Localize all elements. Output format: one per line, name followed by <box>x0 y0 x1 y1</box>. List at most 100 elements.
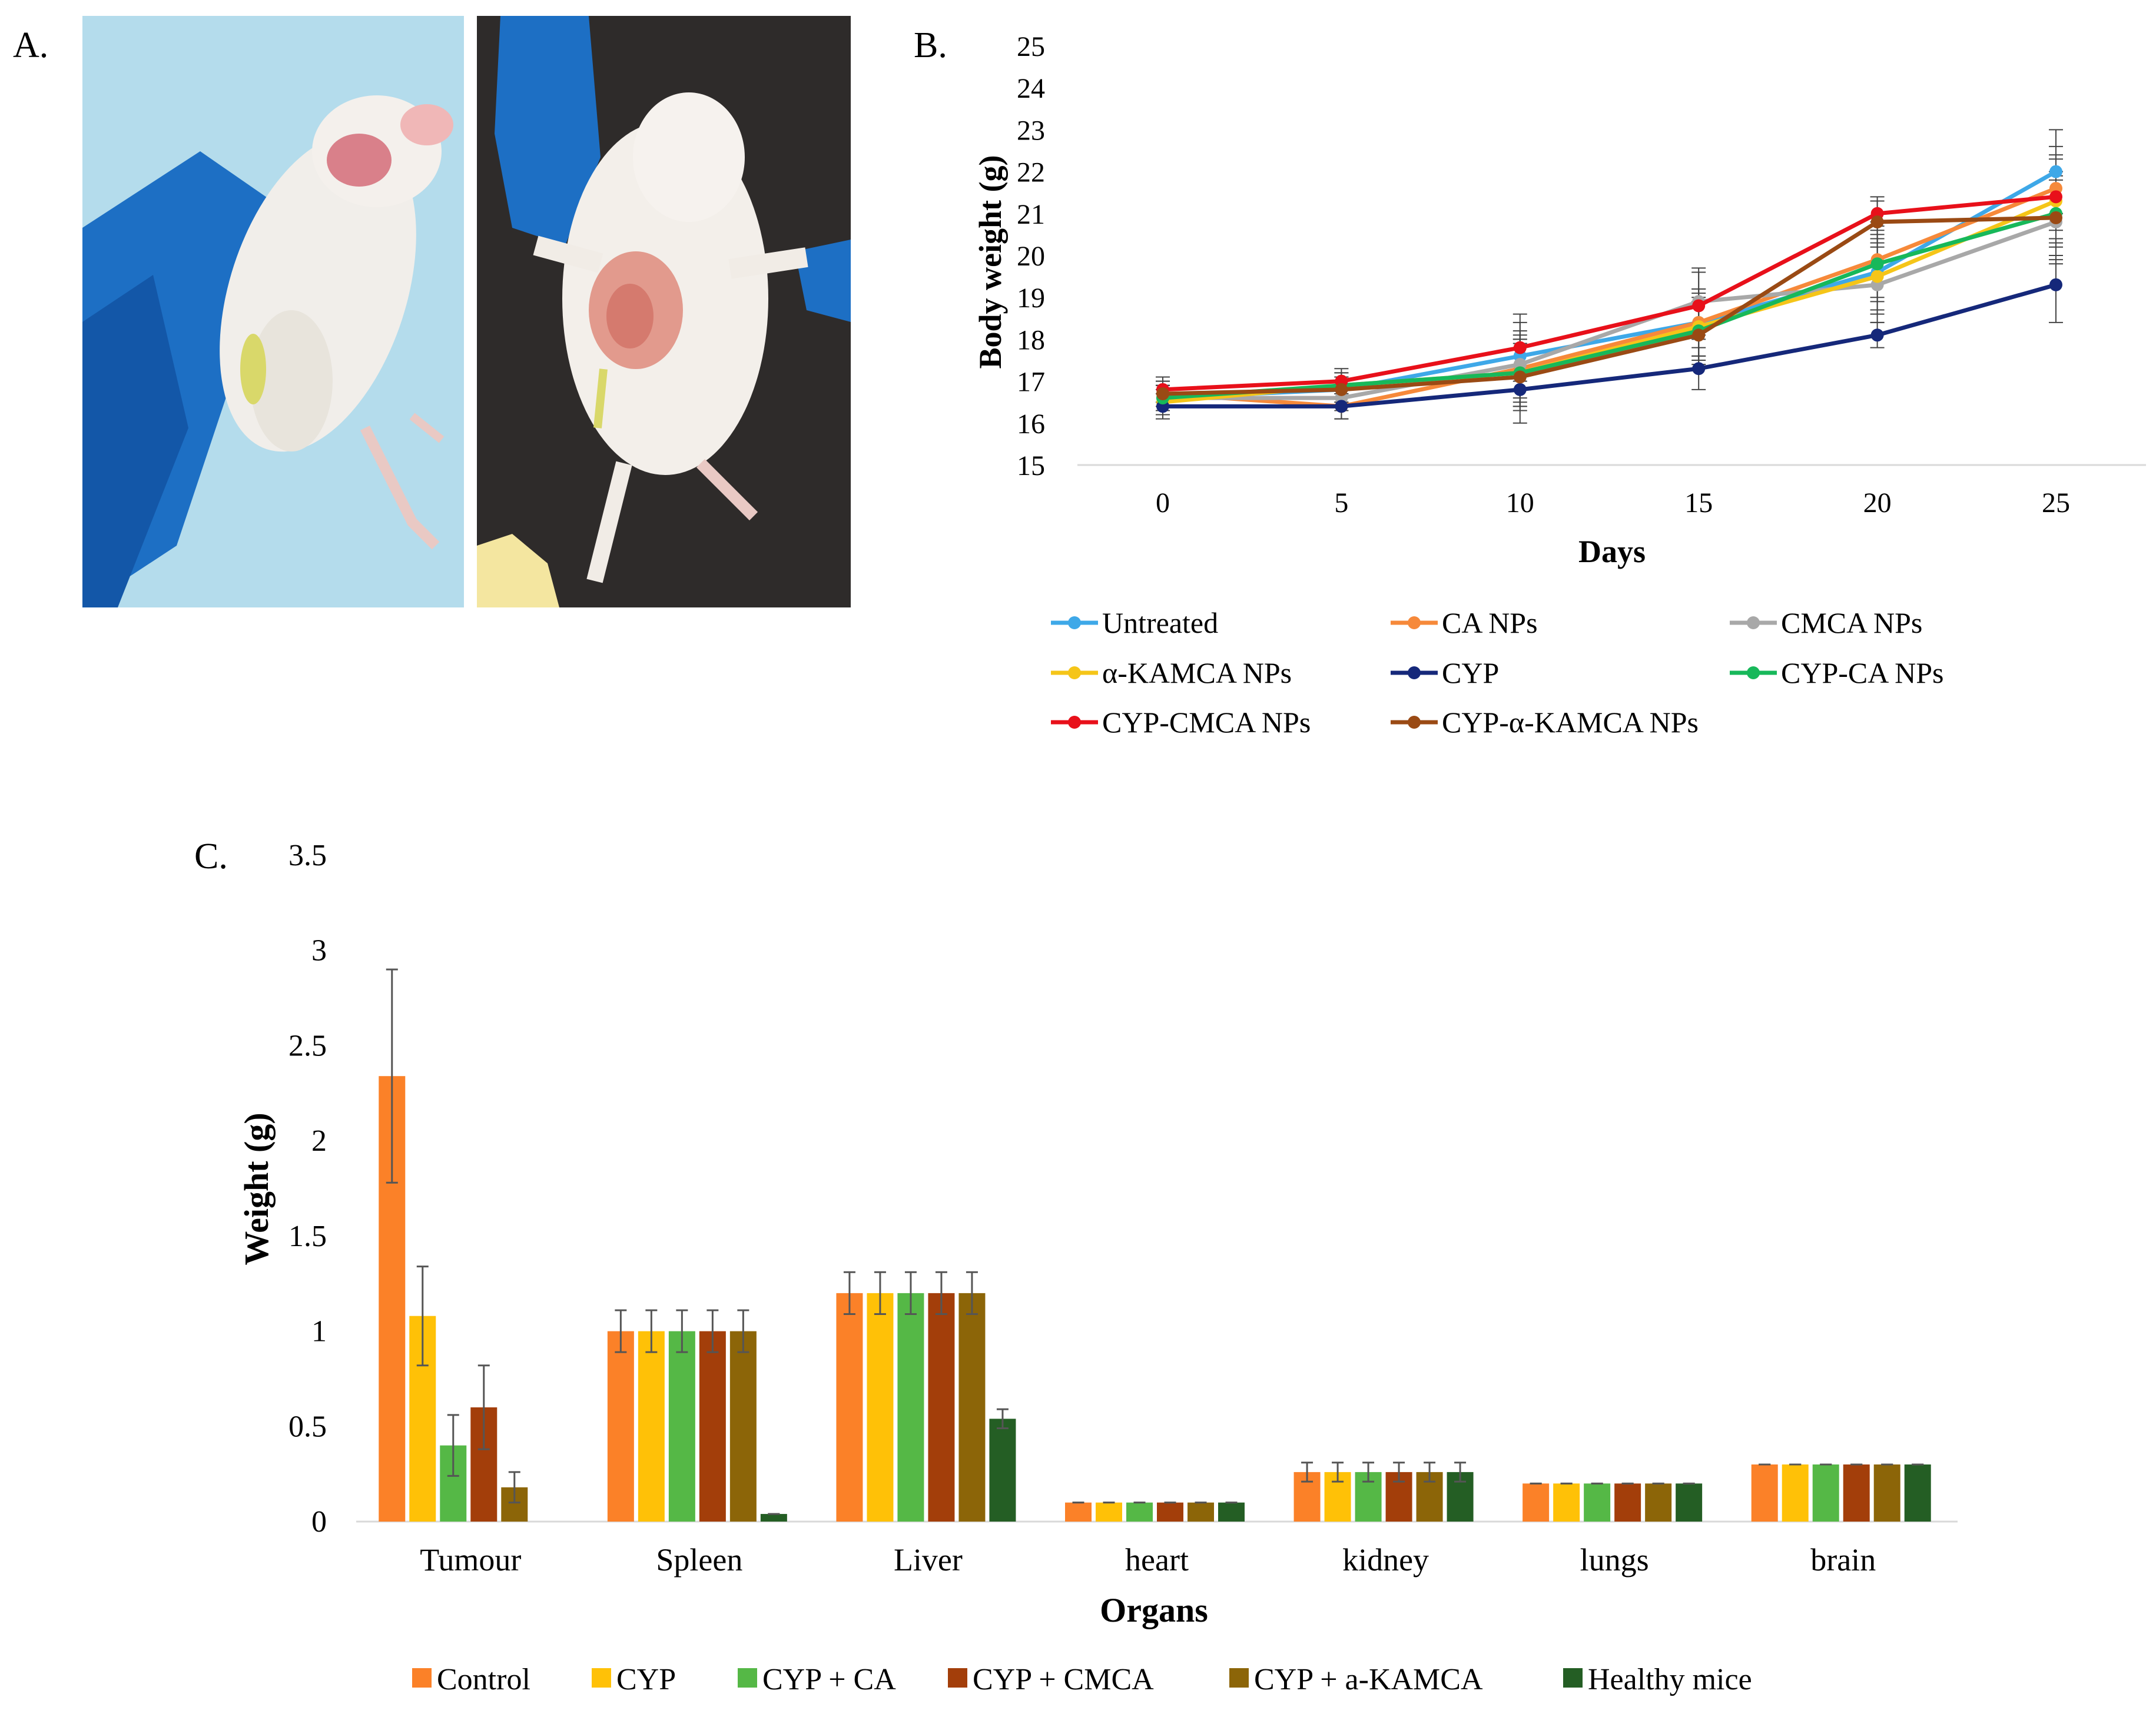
panel-b-label: B. <box>914 25 947 65</box>
legend-label-bar_cyp_akamca: CYP + a-KAMCA <box>1254 1663 1483 1696</box>
bar-bar_cyp_ca <box>1126 1502 1153 1522</box>
legend-label-bar_cyp: CYP <box>616 1663 676 1696</box>
legend-marker-untreated <box>1068 616 1081 629</box>
category-label: brain <box>1810 1542 1876 1577</box>
bar-bar_cyp_cmca <box>1614 1483 1641 1522</box>
x-tick-label: 20 <box>1863 487 1892 519</box>
series-line-cyp_ca_nps <box>1162 211 2057 400</box>
series-line-ca_nps <box>1162 186 2057 409</box>
panel-a-label: A. <box>13 25 49 65</box>
bar-bar_cyp <box>1553 1483 1580 1522</box>
y-tick-label: 19 <box>1017 283 1045 314</box>
bar-bar_cyp_ca <box>1584 1483 1611 1522</box>
legend-label-cmca_nps: CMCA NPs <box>1781 606 1922 639</box>
legend-swatch-bar_cyp_cmca <box>948 1668 967 1688</box>
data-point-akamca_nps <box>1870 270 1884 283</box>
legend-label-cyp_ca_nps: CYP-CA NPs <box>1781 656 1944 689</box>
data-point-cyp_akamca_nps <box>1692 328 1706 342</box>
bar-bar_cyp_ca <box>668 1331 695 1522</box>
data-point-cyp <box>1335 400 1348 413</box>
data-point-cyp_akamca_nps <box>1513 370 1527 384</box>
legend-marker-cyp_cmca_nps <box>1068 716 1081 729</box>
y-tick-label: 0 <box>311 1505 327 1539</box>
mouse-photo-right <box>477 16 851 607</box>
bar-bar_cyp_cmca <box>1843 1464 1870 1522</box>
bar-bar_cyp_akamca <box>1645 1483 1672 1522</box>
x-tick-label: 10 <box>1506 487 1534 519</box>
data-point-cyp_akamca_nps <box>1870 215 1884 229</box>
y-tick-label: 15 <box>1017 450 1045 481</box>
y-tick-label: 3 <box>311 934 327 968</box>
legend-marker-cmca_nps <box>1747 616 1760 629</box>
y-tick-label: 16 <box>1017 409 1045 440</box>
y-tick-label: 21 <box>1017 199 1045 230</box>
bar-bar_healthy <box>1676 1483 1703 1522</box>
x-axis-title: Organs <box>1100 1591 1208 1629</box>
y-tick-label: 23 <box>1017 115 1045 146</box>
y-tick-label: 1 <box>311 1315 327 1349</box>
bar-bar_control <box>1751 1464 1778 1522</box>
data-point-cyp_akamca_nps <box>2049 211 2062 224</box>
legend-marker-cyp_ca_nps <box>1747 666 1760 679</box>
legend-swatch-bar_cyp_ca <box>738 1668 757 1688</box>
y-tick-label: 24 <box>1017 73 1045 104</box>
legend-label-untreated: Untreated <box>1102 606 1218 639</box>
bar-bar_cyp_ca <box>897 1293 924 1522</box>
bar-bar_cyp_akamca <box>1188 1502 1214 1522</box>
legend-label-ca_nps: CA NPs <box>1442 606 1538 639</box>
legend-label-bar_control: Control <box>437 1663 530 1696</box>
data-point-untreated <box>2049 165 2062 178</box>
series-line-cyp <box>1163 283 2057 409</box>
bar-bar_control <box>607 1331 634 1522</box>
bar-bar_cyp_akamca <box>729 1331 757 1522</box>
legend-label-bar_cyp_cmca: CYP + CMCA <box>973 1663 1154 1696</box>
y-tick-label: 25 <box>1017 31 1045 62</box>
category-label: Tumour <box>420 1542 521 1577</box>
data-point-cyp_cmca_nps <box>1692 299 1706 313</box>
x-axis-title: Days <box>1578 534 1646 569</box>
x-tick-label: 15 <box>1684 487 1713 519</box>
y-tick-label: 2 <box>311 1124 327 1158</box>
data-point-cyp <box>2049 278 2062 291</box>
legend-marker-cyp_akamca_nps <box>1408 716 1421 729</box>
bar-bar_control <box>1523 1483 1550 1522</box>
legend-swatch-bar_healthy <box>1563 1668 1583 1688</box>
bar-bar_healthy <box>1904 1464 1931 1522</box>
bar-bar_healthy <box>1218 1502 1245 1522</box>
category-label: heart <box>1125 1542 1189 1577</box>
y-tick-label: 20 <box>1017 241 1045 272</box>
series-line-cyp_cmca_nps <box>1162 194 2057 392</box>
category-label: lungs <box>1580 1542 1649 1577</box>
legend-swatch-bar_control <box>412 1668 432 1688</box>
data-point-cyp_akamca_nps <box>1156 387 1169 400</box>
x-tick-label: 5 <box>1334 487 1348 519</box>
data-point-cyp_cmca_nps <box>1513 341 1527 354</box>
bar-bar_cyp_ca <box>1812 1464 1839 1522</box>
data-point-cyp_cmca_nps <box>2049 190 2062 204</box>
category-label: kidney <box>1342 1542 1429 1577</box>
y-tick-label: 22 <box>1017 157 1045 188</box>
bar-bar_cyp_cmca <box>1157 1502 1183 1522</box>
bar-bar_cyp <box>1782 1464 1809 1522</box>
y-tick-label: 18 <box>1017 324 1045 356</box>
x-tick-label: 25 <box>2042 487 2070 519</box>
legend-marker-akamca_nps <box>1068 666 1081 679</box>
y-tick-label: 3.5 <box>288 839 327 872</box>
y-tick-label: 1.5 <box>288 1220 327 1253</box>
bar-bar_cyp_cmca <box>928 1293 955 1522</box>
bar-bar_cyp <box>638 1331 665 1522</box>
bar-bar_cyp_akamca <box>1873 1464 1900 1522</box>
data-point-cyp_akamca_nps <box>1335 383 1348 396</box>
bar-bar_healthy <box>989 1419 1016 1522</box>
legend-marker-ca_nps <box>1408 616 1421 629</box>
x-tick-label: 0 <box>1156 487 1170 519</box>
data-point-cyp <box>1692 362 1706 376</box>
legend-label-cyp: CYP <box>1442 656 1499 689</box>
series-line-akamca_nps <box>1162 199 2057 404</box>
bar-bar_control <box>836 1293 863 1522</box>
mouse-photo-left <box>82 16 464 607</box>
panel-c-label: C. <box>194 836 228 876</box>
bar-bar_cyp_akamca <box>958 1293 986 1522</box>
organ-weight-bar-chart: 0 0.5 1 1.5 2 2.5 3 3.5 Tumour Spleen Liver heart ki… <box>237 839 1958 1696</box>
